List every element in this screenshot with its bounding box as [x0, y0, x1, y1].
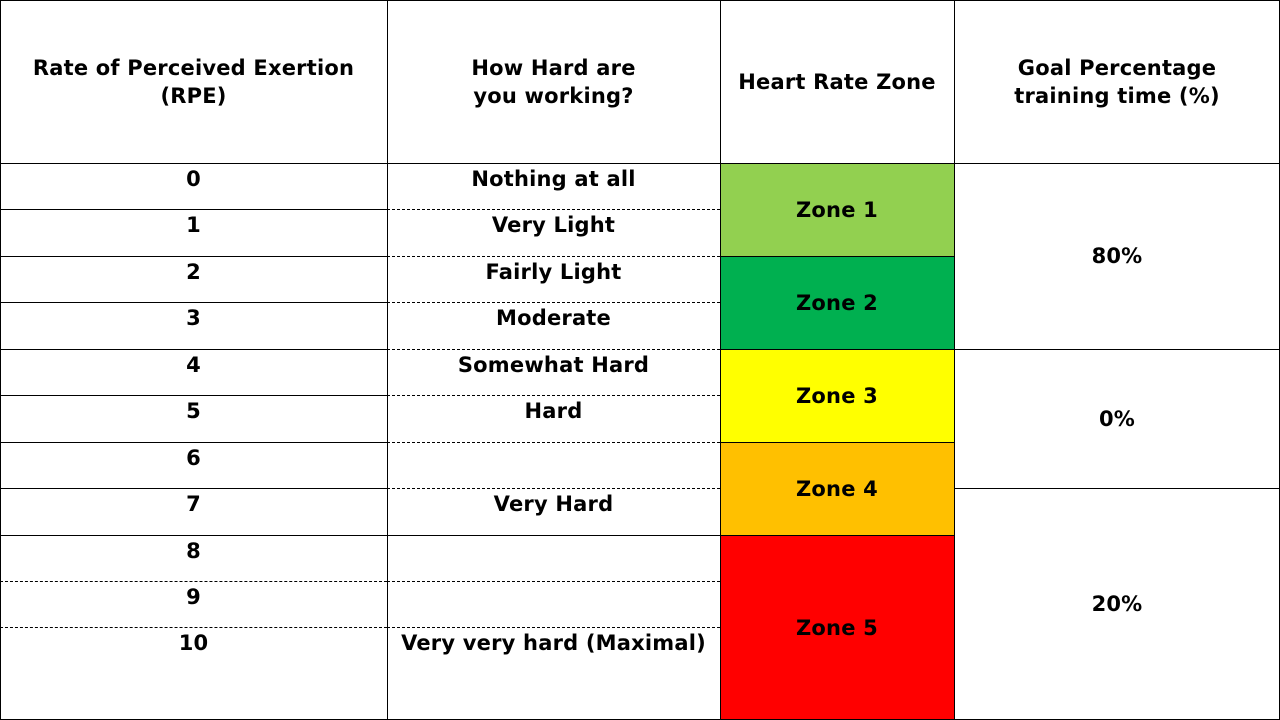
- header-goal-text: Goal Percentage training time (%): [1014, 55, 1220, 108]
- goal-cell-0: 0%: [954, 349, 1280, 488]
- zone-4-cell: Zone 4: [720, 442, 954, 535]
- zone-divider: [720, 256, 954, 257]
- goal-divider: [954, 349, 1280, 350]
- rpe-cell-8: 8: [0, 535, 387, 581]
- column-divider-3: [954, 0, 955, 720]
- row-divider-dashed: [0, 581, 387, 582]
- rpe-value: 4: [186, 353, 201, 377]
- goal-text: 0%: [1098, 406, 1136, 431]
- rpe-value: 8: [186, 539, 201, 563]
- desc-cell-2: Fairly Light: [387, 256, 720, 302]
- desc-divider-dashed: [387, 256, 720, 257]
- rpe-value: 5: [186, 399, 201, 423]
- rpe-cell-4: 4: [0, 349, 387, 395]
- row-divider: [0, 442, 387, 443]
- rpe-cell-1: 1: [0, 209, 387, 256]
- zone-1-cell: Zone 1: [720, 163, 954, 256]
- desc-cell-1: Very Light: [387, 209, 720, 256]
- zone-5-cell: Zone 5: [720, 535, 954, 720]
- table-border-left: [0, 0, 1, 720]
- rpe-cell-5: 5: [0, 395, 387, 442]
- desc-cell-10: Very very hard (Maximal): [387, 627, 720, 720]
- table-border-top: [0, 0, 1280, 1]
- header-how-hard-text: How Hard are you working?: [471, 55, 636, 108]
- rpe-cell-7: 7: [0, 488, 387, 535]
- desc-text: Hard: [524, 399, 583, 423]
- desc-divider-dashed: [387, 442, 720, 443]
- goal-cell-20: 20%: [954, 488, 1280, 720]
- zone-4-label: Zone 4: [796, 476, 878, 501]
- header-zone-text: Heart Rate Zone: [738, 69, 936, 94]
- header-divider: [0, 163, 1280, 164]
- header-rpe-text: Rate of Perceived Exertion (RPE): [32, 55, 355, 108]
- header-rpe: Rate of Perceived Exertion (RPE): [0, 0, 387, 163]
- desc-cell-0: Nothing at all: [387, 163, 720, 209]
- rpe-value: 2: [186, 260, 201, 284]
- zone-5-label: Zone 5: [796, 615, 878, 640]
- zone-1-label: Zone 1: [796, 197, 878, 222]
- column-divider-1: [387, 0, 388, 720]
- rpe-value: 1: [186, 213, 201, 237]
- desc-text: Very very hard (Maximal): [401, 631, 706, 655]
- header-zone: Heart Rate Zone: [720, 0, 954, 163]
- goal-cell-80: 80%: [954, 163, 1280, 349]
- desc-divider-dashed: [387, 488, 720, 489]
- desc-divider-dashed: [387, 349, 720, 350]
- row-divider: [0, 209, 387, 210]
- desc-divider-dashed: [387, 581, 720, 582]
- rpe-value: 0: [186, 167, 201, 191]
- rpe-cell-9: 9: [0, 581, 387, 627]
- rpe-value: 10: [178, 631, 209, 655]
- zone-divider: [720, 349, 954, 350]
- desc-divider-dashed: [387, 209, 720, 210]
- desc-cell-5: Hard: [387, 395, 720, 442]
- header-goal: Goal Percentage training time (%): [954, 0, 1280, 163]
- desc-cell-7: Very Hard: [387, 488, 720, 535]
- rpe-cell-0: 0: [0, 163, 387, 209]
- goal-text: 80%: [1091, 244, 1143, 268]
- column-divider-2: [720, 0, 721, 720]
- desc-text: Nothing at all: [471, 167, 636, 191]
- desc-divider-dashed: [387, 627, 720, 628]
- goal-divider: [954, 488, 1280, 489]
- rpe-value: 6: [186, 446, 201, 470]
- rpe-cell-10: 10: [0, 627, 387, 720]
- zone-3-label: Zone 3: [796, 383, 878, 408]
- desc-cell-4: Somewhat Hard: [387, 349, 720, 395]
- desc-text: Somewhat Hard: [457, 353, 650, 377]
- zone-2-label: Zone 2: [796, 290, 878, 315]
- zone-3-cell: Zone 3: [720, 349, 954, 442]
- rpe-value: 3: [186, 306, 201, 330]
- goal-text: 20%: [1091, 592, 1143, 616]
- row-divider: [0, 302, 387, 303]
- zone-divider: [720, 535, 954, 536]
- rpe-cell-3: 3: [0, 302, 387, 349]
- row-divider: [0, 256, 387, 257]
- desc-text: Very Hard: [493, 492, 614, 516]
- desc-divider-dashed: [387, 302, 720, 303]
- row-divider: [0, 535, 387, 536]
- row-divider: [0, 349, 387, 350]
- row-divider: [0, 395, 387, 396]
- desc-text: Fairly Light: [485, 260, 622, 284]
- rpe-value: 9: [186, 585, 201, 609]
- rpe-value: 7: [186, 492, 201, 516]
- desc-text: Moderate: [495, 306, 611, 330]
- desc-divider-dashed: [387, 395, 720, 396]
- desc-cell-3: Moderate: [387, 302, 720, 349]
- zone-divider: [720, 442, 954, 443]
- header-how-hard: How Hard are you working?: [387, 0, 720, 163]
- rpe-cell-6: 6: [0, 442, 387, 488]
- desc-text: Very Light: [491, 213, 616, 237]
- zone-2-cell: Zone 2: [720, 256, 954, 349]
- rpe-cell-2: 2: [0, 256, 387, 302]
- desc-divider: [387, 535, 720, 536]
- row-divider-dashed: [0, 627, 387, 628]
- row-divider: [0, 488, 387, 489]
